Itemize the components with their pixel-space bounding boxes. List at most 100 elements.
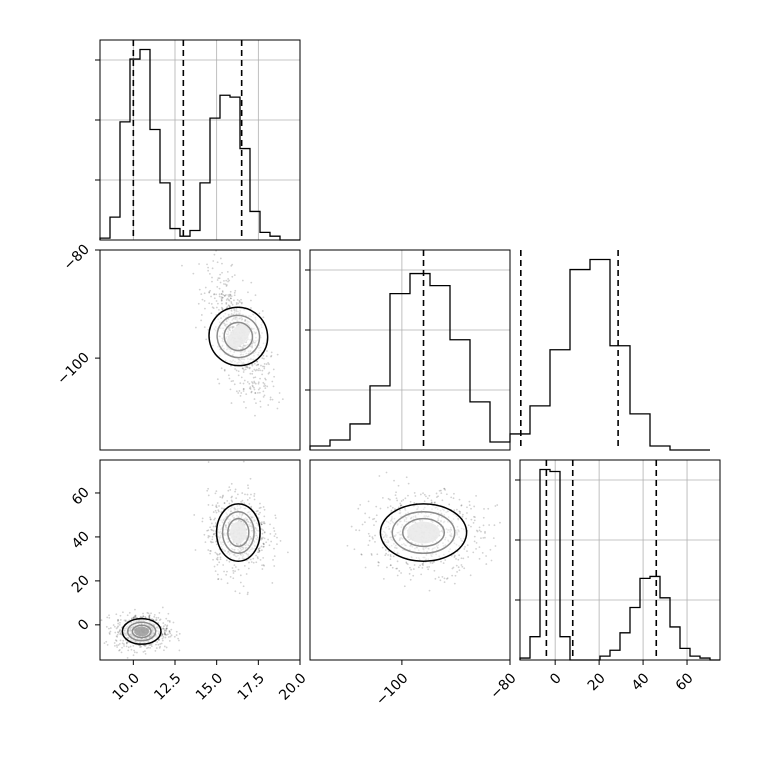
scatter-point: [262, 316, 265, 319]
scatter-point: [257, 388, 260, 391]
scatter-point: [143, 644, 146, 647]
scatter-point: [177, 637, 180, 640]
scatter-point: [485, 563, 488, 565]
scatter-point: [118, 649, 120, 652]
scatter-point: [276, 536, 278, 539]
scatter-point: [214, 570, 217, 573]
scatter-point: [433, 501, 436, 504]
scatter-point: [146, 611, 149, 614]
scatter-point: [161, 639, 164, 642]
scatter-point: [446, 577, 449, 580]
scatter-point: [466, 512, 468, 514]
scatter-point: [125, 642, 128, 644]
scatter-point: [265, 541, 268, 544]
scatter-point: [404, 497, 407, 500]
scatter-point: [139, 646, 141, 648]
scatter-point: [114, 639, 117, 642]
scatter-point: [262, 536, 264, 539]
scatter-point: [386, 506, 389, 509]
scatter-point: [251, 385, 254, 388]
scatter-point: [251, 372, 254, 375]
scatter-point: [207, 487, 210, 490]
scatter-point: [367, 544, 370, 547]
scatter-point: [259, 558, 262, 561]
scatter-point: [216, 261, 219, 264]
scatter-point: [423, 500, 426, 503]
scatter-point: [472, 551, 475, 554]
scatter-point: [453, 509, 456, 512]
scatter-point: [168, 621, 171, 623]
scatter-point: [225, 573, 228, 576]
scatter-point: [248, 366, 251, 369]
scatter-point: [230, 499, 233, 502]
scatter-point: [230, 301, 233, 303]
scatter-point: [168, 620, 171, 622]
scatter-point: [269, 396, 272, 399]
scatter-point: [217, 509, 220, 512]
scatter-point: [254, 392, 257, 395]
scatter-point: [126, 656, 129, 659]
scatter-point: [261, 369, 264, 372]
scatter-point: [233, 299, 235, 302]
scatter-point: [247, 567, 250, 570]
scatter-point: [419, 564, 422, 567]
scatter-point: [209, 289, 212, 292]
scatter-point: [140, 645, 143, 648]
scatter-point: [150, 645, 153, 648]
scatter-point: [483, 508, 485, 510]
scatter-point: [248, 382, 251, 385]
scatter-point: [208, 273, 211, 275]
scatter-point: [417, 566, 420, 569]
scatter-point: [139, 615, 142, 618]
scatter-point: [215, 540, 218, 543]
scatter-point: [273, 565, 276, 567]
scatter-point: [218, 309, 220, 311]
scatter-point: [214, 522, 217, 524]
scatter-point: [150, 643, 153, 646]
scatter-point: [163, 628, 166, 631]
scatter-point: [252, 561, 255, 564]
scatter-point: [136, 651, 138, 654]
scatter-point: [201, 520, 204, 523]
scatter-point: [237, 374, 240, 377]
scatter-point: [478, 546, 481, 548]
scatter-point: [262, 564, 265, 566]
scatter-point: [229, 305, 232, 308]
scatter-point: [134, 614, 137, 617]
scatter-point: [454, 574, 457, 577]
scatter-point: [256, 360, 259, 363]
scatter-point: [389, 498, 391, 501]
panel-frame: [309, 249, 511, 451]
scatter-point: [105, 640, 108, 643]
scatter-point: [405, 476, 408, 479]
scatter-point: [245, 573, 248, 575]
scatter-point: [257, 557, 259, 560]
scatter-point: [165, 627, 168, 630]
scatter-point: [206, 489, 209, 492]
scatter-point: [150, 612, 152, 615]
scatter-point: [389, 555, 392, 558]
scatter-point: [217, 277, 220, 280]
scatter-point: [400, 500, 403, 502]
scatter-point: [240, 301, 243, 304]
scatter-point: [220, 296, 223, 298]
scatter-point: [218, 561, 221, 564]
scatter-point: [364, 521, 366, 524]
scatter-point: [428, 494, 431, 497]
scatter-point: [214, 492, 217, 495]
scatter-point: [227, 298, 230, 301]
scatter-point: [440, 489, 442, 492]
scatter-point: [249, 372, 252, 375]
scatter-point: [210, 295, 212, 298]
scatter-point: [452, 566, 455, 569]
scatter-point: [243, 564, 246, 567]
scatter-point: [209, 526, 212, 529]
scatter-point: [116, 636, 119, 638]
scatter-point: [229, 290, 232, 293]
scatter-point: [263, 515, 266, 518]
scatter-point: [218, 553, 221, 556]
scatter-point: [263, 531, 266, 533]
scatter-point: [445, 493, 448, 496]
scatter-point: [237, 392, 240, 394]
scatter-point: [258, 549, 261, 552]
